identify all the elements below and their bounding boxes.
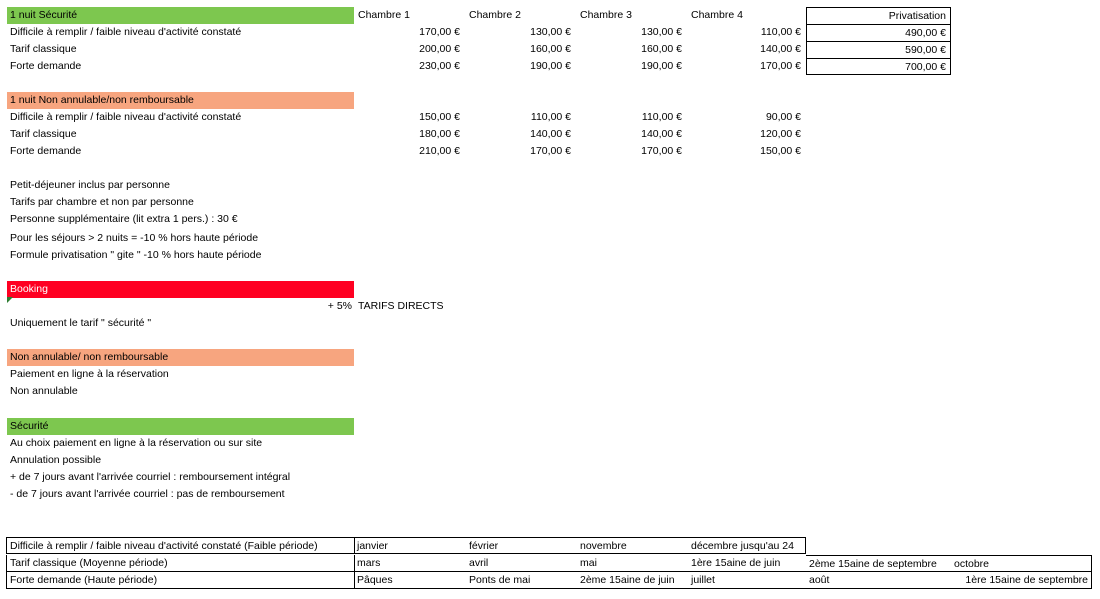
- s1-row-price: 110,00 €: [760, 26, 801, 38]
- period-cell: Pâques: [354, 572, 466, 589]
- header-room4: Chambre 4: [691, 9, 743, 21]
- priv-price-high: 700,00 €: [905, 61, 946, 73]
- note-line: Tarifs par chambre et non par personne: [10, 196, 194, 208]
- s1-row-price: 130,00 €: [530, 26, 571, 38]
- nonannulable-line: Paiement en ligne à la réservation: [10, 368, 169, 380]
- header-room1: Chambre 1: [358, 9, 410, 21]
- section-securite-title: 1 nuit Sécurité: [7, 7, 354, 24]
- securite-line: + de 7 jours avant l'arrivée courriel : …: [10, 471, 291, 483]
- period-cell: avril: [466, 555, 577, 572]
- s2-row-label: Difficile à remplir / faible niveau d'ac…: [10, 111, 242, 123]
- s1-row-price: 230,00 €: [419, 60, 460, 72]
- section-booking-title: Booking: [7, 281, 354, 298]
- securite-line: Au choix paiement en ligne à la réservat…: [10, 437, 263, 449]
- period-cell: mai: [577, 555, 688, 572]
- section-nonannulable-title: 1 nuit Non annulable/non remboursable: [7, 92, 354, 109]
- header-room2: Chambre 2: [469, 9, 521, 21]
- period-cell: juillet: [688, 572, 806, 589]
- s2-row-price: 110,00 €: [641, 111, 682, 123]
- s2-row-price: 210,00 €: [419, 145, 460, 157]
- s2-row-price: 170,00 €: [641, 145, 682, 157]
- securite-line: - de 7 jours avant l'arrivée courriel : …: [10, 488, 285, 500]
- booking-note: Uniquement le tarif " sécurité ": [10, 317, 152, 329]
- period-label: Forte demande (Haute période): [6, 572, 355, 589]
- s1-row-price: 160,00 €: [530, 43, 571, 55]
- note-line: Pour les séjours > 2 nuits = -10 % hors …: [10, 232, 259, 244]
- period-label: Difficile à remplir / faible niveau d'ac…: [6, 537, 355, 554]
- period-cell: mars: [354, 555, 466, 572]
- s1-row-label: Difficile à remplir / faible niveau d'ac…: [10, 26, 242, 38]
- s1-row-price: 190,00 €: [530, 60, 571, 72]
- privatisation-table: Privatisation 490,00 € 590,00 € 700,00 €: [806, 7, 951, 75]
- period-cell: 1ère 15aine de septembre: [951, 572, 1092, 589]
- period-cell: novembre: [577, 537, 688, 554]
- priv-price-mid: 590,00 €: [807, 42, 950, 59]
- s1-row-price: 140,00 €: [760, 43, 801, 55]
- header-room3: Chambre 3: [580, 9, 632, 21]
- section-securite-info-title: Sécurité: [7, 418, 354, 435]
- note-line: Personne supplémentaire (lit extra 1 per…: [10, 213, 238, 225]
- s1-row-price: 160,00 €: [641, 43, 682, 55]
- period-cell: août: [806, 572, 951, 589]
- s1-row-price: 170,00 €: [760, 60, 801, 72]
- booking-direct-label: TARIFS DIRECTS: [358, 300, 444, 312]
- period-cell: janvier: [354, 537, 466, 554]
- s2-row-price: 170,00 €: [530, 145, 571, 157]
- header-privatisation: Privatisation: [807, 8, 950, 25]
- nonannulable-line: Non annulable: [10, 385, 78, 397]
- s2-row-price: 110,00 €: [530, 111, 571, 123]
- s2-row-price: 140,00 €: [530, 128, 571, 140]
- s2-row-price: 140,00 €: [641, 128, 682, 140]
- s2-row-price: 150,00 €: [419, 111, 460, 123]
- period-cell: décembre jusqu'au 24: [688, 537, 806, 554]
- s1-row-label: Tarif classique: [10, 43, 77, 55]
- period-label: Tarif classique (Moyenne période): [6, 555, 355, 572]
- s2-row-price: 90,00 €: [765, 111, 801, 123]
- period-cell: 2ème 15aine de juin: [577, 572, 688, 589]
- period-cell: février: [466, 537, 577, 554]
- comment-marker-icon: [7, 297, 13, 303]
- priv-price-low: 490,00 €: [807, 25, 950, 42]
- period-cell: 1ère 15aine de juin: [688, 555, 806, 572]
- s1-row-price: 130,00 €: [641, 26, 682, 38]
- period-cell: Ponts de mai: [466, 572, 577, 589]
- securite-line: Annulation possible: [10, 454, 102, 466]
- note-line: Petit-déjeuner inclus par personne: [10, 179, 170, 191]
- s2-row-price: 120,00 €: [760, 128, 801, 140]
- s2-row-label: Forte demande: [10, 145, 82, 157]
- s1-row-label: Forte demande: [10, 60, 82, 72]
- s1-row-price: 170,00 €: [419, 26, 460, 38]
- s1-row-price: 200,00 €: [419, 43, 460, 55]
- s2-row-price: 150,00 €: [760, 145, 801, 157]
- period-cell: 2ème 15aine de septembre: [806, 555, 951, 572]
- section-nonannulable-info-title: Non annulable/ non remboursable: [7, 349, 354, 366]
- note-line: Formule privatisation " gite " -10 % hor…: [10, 249, 262, 261]
- period-cell: octobre: [951, 555, 1092, 572]
- booking-percent: + 5%: [327, 300, 352, 312]
- s2-row-label: Tarif classique: [10, 128, 77, 140]
- s1-row-price: 190,00 €: [641, 60, 682, 72]
- s2-row-price: 180,00 €: [419, 128, 460, 140]
